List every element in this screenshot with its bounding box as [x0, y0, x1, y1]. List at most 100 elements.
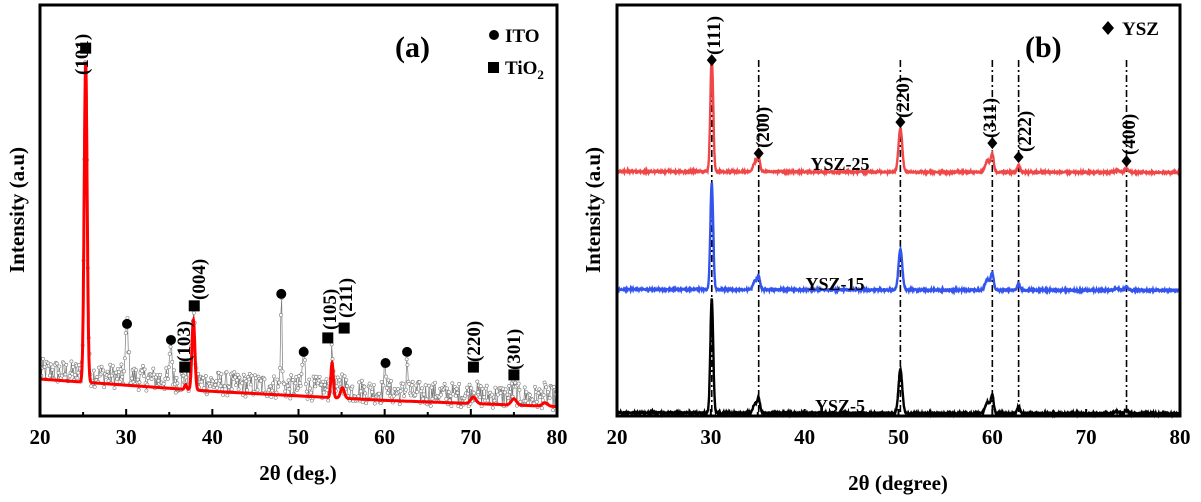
raw-data-point: [509, 381, 514, 386]
tio2-marker: [80, 42, 92, 54]
raw-data-point: [357, 380, 362, 385]
raw-data-point: [151, 366, 156, 371]
raw-data-point: [371, 382, 376, 387]
raw-data-point: [359, 378, 364, 383]
x-tick-label: 50: [288, 425, 309, 449]
raw-data-point: [234, 383, 238, 388]
raw-data-point: [285, 383, 290, 388]
raw-data-point: [69, 359, 74, 364]
raw-data-point: [303, 358, 307, 363]
x-tick-label: 80: [547, 425, 568, 449]
panel-label: (b): [1025, 31, 1062, 64]
phase-markers: (111) (200) (220) (311) (222) (400): [704, 16, 1140, 168]
raw-data-point: [516, 381, 521, 386]
ito-marker: [276, 288, 287, 299]
raw-data-point: [135, 377, 140, 382]
raw-data-point: [237, 375, 242, 380]
hkl-label: (105): [320, 289, 341, 330]
raw-data-point: [445, 386, 450, 391]
raw-data-point: [161, 381, 166, 386]
raw-data-point: [142, 367, 147, 372]
raw-data-point: [240, 381, 244, 386]
raw-data-point: [166, 377, 170, 381]
raw-data-point: [362, 384, 367, 389]
raw-data-point: [444, 396, 449, 401]
raw-data-point: [379, 379, 384, 384]
raw-data-point: [539, 389, 543, 394]
raw-data-point: [307, 377, 312, 382]
raw-data-point: [278, 313, 283, 317]
series-line-ysz-5: [616, 298, 1181, 420]
raw-data-point: [427, 383, 431, 388]
raw-data-point: [405, 362, 410, 367]
raw-data-point: [410, 379, 415, 384]
raw-data-point: [48, 373, 52, 378]
raw-data-point: [446, 390, 451, 394]
raw-data-point: [129, 376, 134, 381]
raw-data-point: [63, 372, 68, 377]
raw-data-point: [467, 382, 472, 387]
ysz-marker: [1121, 155, 1132, 168]
raw-data-point: [290, 378, 295, 382]
raw-data-point: [359, 389, 363, 394]
raw-data-point: [523, 398, 528, 403]
raw-data-point: [181, 373, 186, 378]
raw-data-point: [48, 362, 53, 367]
raw-data-point: [402, 394, 406, 399]
raw-data-point: [442, 381, 447, 386]
raw-data-point: [41, 356, 45, 361]
raw-data-point: [275, 377, 280, 382]
hkl-label: (222): [1015, 111, 1036, 152]
raw-data-point: [498, 391, 503, 395]
raw-data-point: [490, 392, 494, 397]
raw-data-point: [225, 393, 230, 398]
raw-data-point: [540, 398, 545, 403]
series-label: YSZ-25: [810, 154, 869, 174]
raw-data-point: [136, 388, 141, 392]
legend: YSZ: [1102, 19, 1159, 40]
legend-label-tio2: TiO2: [505, 58, 544, 82]
ito-marker: [402, 346, 413, 357]
raw-data-point: [389, 379, 394, 383]
series-line-ysz-15: [615, 182, 1181, 296]
plot-frame: [615, 3, 1182, 418]
raw-data-point: [530, 397, 535, 402]
raw-data-point: [334, 384, 339, 389]
raw-data-point: [493, 385, 498, 390]
raw-data-point: [221, 393, 226, 397]
series-label: YSZ-15: [805, 274, 864, 294]
raw-data-point: [123, 331, 128, 335]
raw-data-point: [262, 377, 267, 382]
raw-data-point: [137, 380, 142, 385]
raw-data-point: [342, 374, 347, 379]
raw-data-point: [534, 399, 539, 404]
raw-data-point: [377, 391, 381, 396]
tio2-marker: [179, 361, 191, 373]
raw-data-point: [249, 373, 254, 378]
raw-data-point: [319, 382, 324, 387]
raw-data-point: [455, 390, 460, 395]
x-tick-label: 20: [30, 425, 51, 449]
raw-data-point: [475, 379, 480, 384]
raw-data-point: [303, 382, 308, 386]
raw-data-point: [54, 361, 59, 366]
raw-data-point: [272, 374, 276, 379]
raw-data-point: [283, 389, 288, 394]
raw-data-point: [403, 387, 408, 392]
raw-data-point: [270, 388, 275, 393]
raw-data-point: [174, 375, 179, 380]
raw-data-point: [233, 375, 238, 380]
raw-data-point: [304, 389, 309, 394]
raw-data-point: [77, 363, 82, 367]
raw-data-point: [56, 370, 61, 375]
raw-data-point: [288, 396, 293, 401]
raw-data-point: [117, 379, 122, 384]
raw-data-point: [421, 392, 426, 397]
raw-data-point: [298, 383, 303, 388]
raw-data-point: [268, 384, 273, 389]
tio2-marker: [508, 369, 520, 381]
hkl-label: (004): [189, 259, 210, 300]
raw-data-point: [218, 384, 223, 388]
raw-data-point: [110, 364, 115, 368]
raw-data-point: [235, 372, 240, 377]
